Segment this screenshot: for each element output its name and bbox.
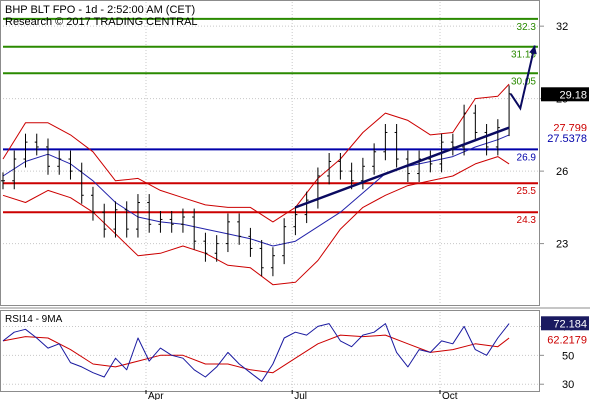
y-tick-label: 32 [556,21,568,33]
level-label: 30.05 [511,76,536,87]
rsi-value-tag: 72.184 [553,318,587,330]
x-tick-label: Oct [442,391,458,400]
level-label: 26.9 [517,152,537,163]
plot-area: 32.3 31.15 30.05 26.9 25.5 24.3 [1,17,538,382]
rsi-panel [0,310,540,392]
rsi-tick-label: 50 [562,350,574,362]
level-label: 31.15 [511,50,536,61]
rsi-tick-label: 30 [562,379,574,391]
moving-average-tag-bg [541,130,589,145]
rsi-line [2,323,510,382]
bollinger-lower-line [2,156,510,286]
moving-average-tag: 27.5378 [547,133,587,145]
last-price-tag: 29.18 [559,89,587,101]
forecast-arrow [509,45,536,111]
level-label: 25.5 [517,186,537,197]
rsi-ma-value-tag: 62.2179 [547,335,587,347]
rsi-ma-value-tag-bg [541,332,589,347]
trend-line [294,126,510,209]
chart-title: BHP BLT FPO - 1d - 2:52:00 AM (CET) [5,4,195,16]
price-panel [0,0,540,306]
y-tick-label: 26 [556,166,568,178]
rsi-ma-line [2,334,510,374]
y-tick-label: 23 [556,239,568,251]
x-tick-label: Apr [148,391,164,400]
forecast-arrow-head [529,45,537,55]
bollinger-upper-line [2,83,510,223]
x-tick-label: Jul [294,391,307,400]
last-price-tag-bg [541,87,589,102]
rsi-title: RSI14 - 9MA [5,314,63,325]
chart-subtitle: Research © 2017 TRADING CENTRAL [5,16,198,28]
level-label: 24.3 [517,215,537,226]
level-label: 32.3 [517,22,537,33]
rsi-value-tag-bg [541,316,589,331]
